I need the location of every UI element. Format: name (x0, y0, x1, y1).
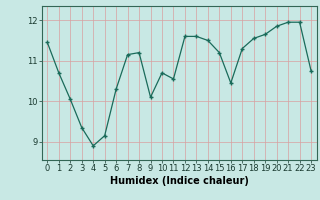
X-axis label: Humidex (Indice chaleur): Humidex (Indice chaleur) (110, 176, 249, 186)
